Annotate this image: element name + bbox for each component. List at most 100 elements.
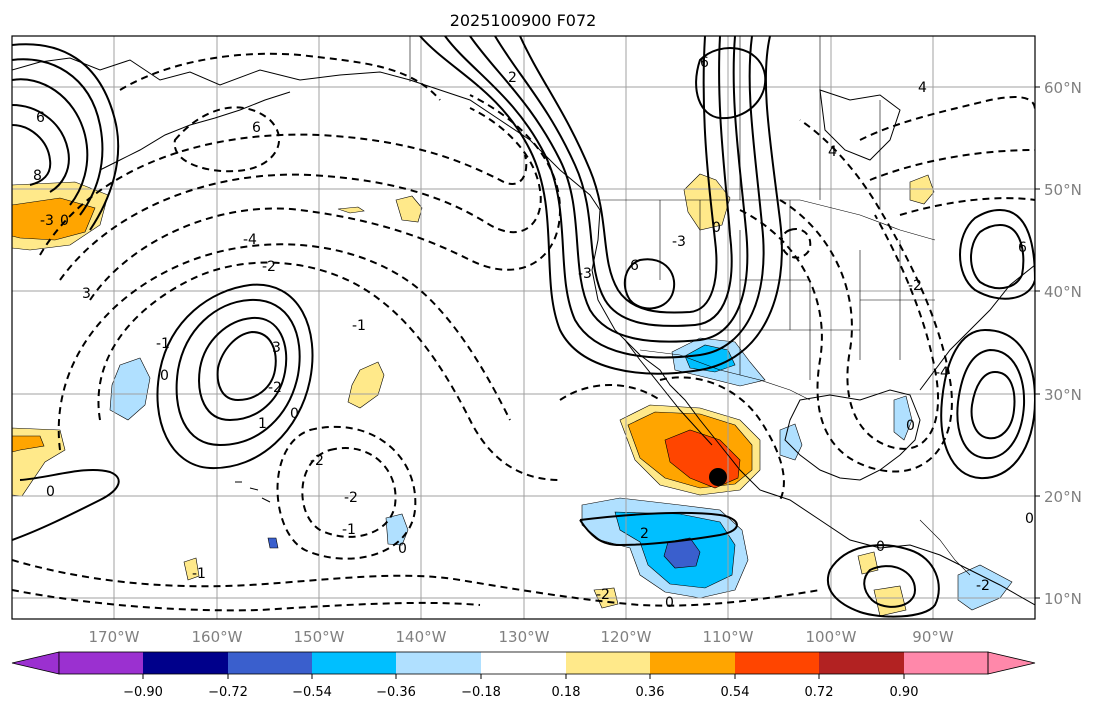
fill-blue-small — [267, 537, 279, 549]
contour-label: 0 — [1025, 511, 1034, 527]
contour-nw-2 — [12, 58, 104, 216]
contour-neg-low-1 — [301, 447, 397, 538]
contour-nw-5 — [12, 124, 52, 186]
lon-label-170w: 170°W — [89, 628, 140, 646]
contour-label: 1 — [258, 416, 267, 432]
colorbar-swatch — [650, 652, 735, 674]
contour-label: 2 — [508, 70, 517, 86]
colorbar-swatch — [819, 652, 904, 674]
contour-label: 0 — [60, 213, 69, 229]
contour-label: 0 — [160, 368, 169, 384]
contour-label: -2 — [976, 578, 990, 594]
contour-nw-3 — [12, 78, 89, 206]
contour-label: -3 — [578, 266, 592, 282]
latitude-labels: 60°N 50°N 40°N 30°N 20°N 10°N — [1035, 79, 1082, 608]
contour-ridge-4 — [494, 36, 733, 327]
coastlines — [12, 57, 1035, 606]
contour-neg-gulf-2 — [59, 107, 542, 281]
colorbar: −0.90 −0.72 −0.54 −0.36 −0.18 0.18 0.36 … — [11, 651, 1036, 700]
contour-label: 2 — [640, 526, 649, 542]
contour-zero-ca — [827, 544, 940, 618]
contour-zero-ca-2 — [863, 565, 917, 608]
colorbar-tick-label: −0.90 — [123, 685, 163, 700]
colorbar-swatch — [59, 652, 143, 674]
contour-neg-pacific-1 — [559, 384, 661, 401]
contour-label: 0 — [46, 484, 55, 500]
gridlines — [12, 36, 1035, 619]
contour-neg-mex-1 — [739, 119, 953, 473]
contour-high-w-3 — [198, 316, 288, 422]
contour-label: 3 — [82, 286, 91, 302]
colorbar-under-triangle — [11, 651, 60, 675]
fill-skyblue-baja — [684, 344, 736, 373]
map-frame — [11, 35, 1036, 620]
lat-label-30n: 30°N — [1044, 386, 1082, 404]
contour-low-e-5 — [970, 370, 1016, 440]
fill-yellow-ca-2 — [873, 585, 907, 617]
colorbar-tick-label: −0.54 — [292, 685, 332, 700]
colorbar-tick-label: 0.54 — [721, 685, 750, 700]
longitude-labels: 170°W 160°W 150°W 140°W 130°W 120°W 110°… — [89, 628, 954, 646]
contour-ridge-2 — [444, 36, 765, 359]
storm-center-marker — [709, 468, 727, 486]
contour-label: 6 — [1018, 240, 1027, 256]
contour-neg-low-2 — [276, 425, 417, 560]
contour-low-e-1 — [959, 208, 1035, 300]
lat-label-40n: 40°N — [1044, 283, 1082, 301]
colorbar-swatch — [312, 652, 396, 674]
contour-label: -3 — [40, 213, 54, 229]
fill-orange-nw — [12, 197, 96, 241]
contour-label: 0 — [665, 595, 674, 611]
contour-label: -4 — [935, 365, 949, 381]
contour-nw-1 — [12, 43, 120, 231]
lon-label-160w: 160°W — [192, 628, 243, 646]
contour-low-e-2 — [970, 223, 1025, 290]
contour-label: 6 — [36, 110, 45, 126]
contour-label: -3 — [672, 234, 686, 250]
contour-label: 0 — [876, 539, 885, 555]
contour-label: 0 — [712, 220, 721, 236]
contour-label: 6 — [630, 258, 639, 274]
contour-label: -2 — [596, 587, 610, 603]
contour-label: -2 — [344, 490, 358, 506]
contour-neg-central-1 — [97, 261, 561, 481]
colorbar-tick-label: 0.36 — [636, 685, 665, 700]
coastline-west-coast — [591, 209, 1035, 606]
coastline-aleutians — [99, 91, 291, 171]
colorbar-swatch — [566, 652, 650, 674]
contour-label: -1 — [192, 566, 206, 582]
contour-ridge-5 — [519, 36, 718, 314]
colorbar-tick-label: −0.72 — [208, 685, 248, 700]
contour-high-w-1 — [156, 283, 314, 470]
colorbar-tick-label: 0.72 — [805, 685, 834, 700]
fill-yellow-small-2 — [183, 557, 200, 581]
coastline-hawaii — [235, 481, 271, 503]
colorbar-outline — [58, 651, 989, 675]
map-area: 4 2 6 6 4 6 0 -3 8 0 -3 -4 -2 3 6 -1 3 -… — [12, 36, 1035, 619]
colorbar-swatch — [904, 652, 988, 674]
contour-neg-south-1 — [12, 559, 821, 607]
fill-yellow-gulf-ak — [395, 195, 423, 223]
lon-label-130w: 130°W — [499, 628, 550, 646]
contour-closed-6 — [623, 258, 676, 310]
lon-label-90w: 90°W — [912, 628, 954, 646]
contour-low-e-4 — [956, 348, 1026, 460]
contour-neg-south-2 — [12, 589, 481, 612]
contour-label: -4 — [243, 232, 257, 248]
lon-label-110w: 110°W — [703, 628, 754, 646]
lon-label-100w: 100°W — [806, 628, 857, 646]
coastline-hudson — [819, 89, 901, 161]
contour-neg-east-3 — [899, 197, 1035, 216]
contour-label: -1 — [342, 522, 356, 538]
contour-label: 3 — [272, 340, 281, 356]
map-title: 2025100900 F072 — [450, 11, 597, 30]
contour-neg-ak-2 — [173, 106, 281, 173]
colorbar-tick-label: 0.18 — [552, 685, 581, 700]
contour-label: 4 — [828, 144, 837, 160]
colorbar-swatch — [735, 652, 819, 674]
contour-ridge-1 — [419, 36, 783, 375]
fill-orange-w — [12, 435, 45, 453]
fill-yellow-idaho — [683, 173, 731, 231]
contour-label: 8 — [33, 168, 42, 184]
contour-high-w-2 — [175, 298, 301, 447]
